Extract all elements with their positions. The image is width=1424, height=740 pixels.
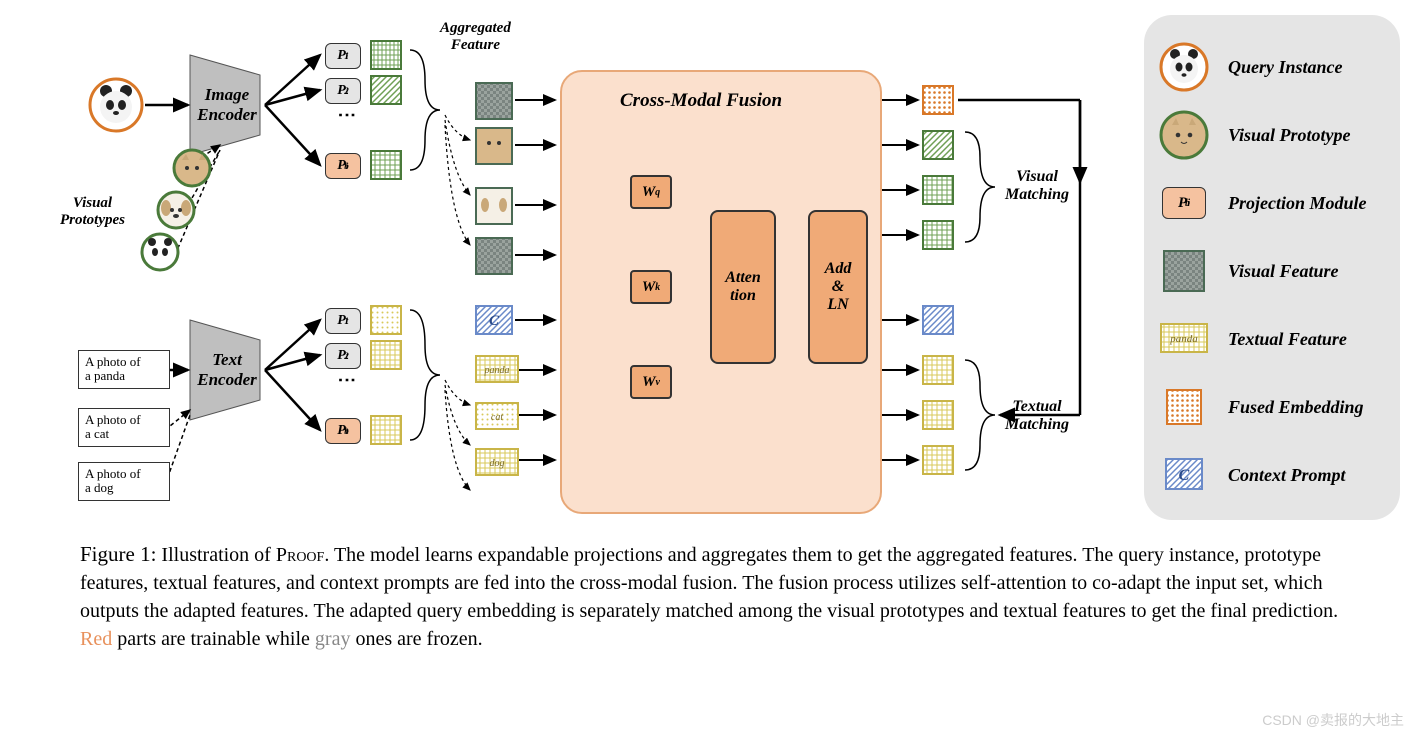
svg-text:C: C (1179, 467, 1190, 484)
agg-text-dog-icon: dog (475, 448, 519, 478)
out-fused-icon (922, 85, 956, 115)
figure-caption: Figure 1: Illustration of Proof. The mod… (80, 540, 1360, 653)
out-text-1-icon (922, 355, 956, 385)
out-text-3-icon (922, 445, 956, 475)
caption-fig: Figure 1: (80, 542, 156, 566)
agg-vis-3-icon (475, 187, 513, 225)
diagram: Image Encoder Text Encoder Visual Protot… (60, 10, 1400, 530)
svg-text:panda: panda (1169, 333, 1198, 345)
svg-text:dog: dog (490, 458, 505, 469)
legend-panel: Query Instance Visual Prototype Pib Proj… (1144, 15, 1400, 520)
svg-text:C: C (489, 313, 500, 329)
agg-vis-1-icon (475, 82, 513, 120)
text-encoder-label: Text Encoder (194, 350, 260, 390)
legend-vproto-label: Visual Prototype (1228, 125, 1351, 146)
legend-tfeat-label: Textual Feature (1228, 329, 1347, 350)
legend-fused: Fused Embedding (1158, 373, 1386, 441)
out-vis-2-icon (922, 175, 956, 205)
legend-context: C Context Prompt (1158, 441, 1386, 509)
text-prompt-1: A photo of a panda (78, 350, 170, 389)
proj-out-1-icon (370, 40, 404, 70)
proj-image-b: Pib (325, 153, 361, 179)
agg-text-cat-icon: cat (475, 402, 519, 432)
context-feature-icon: C (475, 305, 513, 337)
legend-query-label: Query Instance (1228, 57, 1343, 78)
query-instance-icon (88, 77, 144, 138)
legend-tfeat-icon: panda (1158, 313, 1210, 365)
legend-proj-icon: Pib (1158, 177, 1210, 229)
out-vis-1-icon (922, 130, 956, 160)
text-prompt-2: A photo of a cat (78, 408, 170, 447)
caption-model: Proof (276, 544, 324, 566)
fusion-title: Cross-Modal Fusion (620, 90, 782, 112)
proj-image-2: Pi2 (325, 78, 361, 104)
projt-out-b-icon (370, 415, 404, 445)
svg-text:cat: cat (491, 412, 503, 423)
attention-box: Atten tion (710, 210, 776, 364)
prototype-panda-icon (140, 232, 180, 277)
legend-vproto-icon (1158, 109, 1210, 161)
watermark: CSDN @卖报的大地主 (1262, 710, 1404, 730)
legend-fused-label: Fused Embedding (1228, 397, 1364, 418)
projt-out-1-icon (370, 305, 404, 335)
dots-icon: ⋮ (336, 106, 358, 122)
agg-vis-4-icon (475, 237, 513, 275)
agg-vis-2-icon (475, 127, 513, 165)
legend-context-label: Context Prompt (1228, 465, 1346, 486)
prototype-cat-icon (172, 148, 212, 193)
legend-tfeat: panda Textual Feature (1158, 305, 1386, 373)
legend-proj: Pib Projection Module (1158, 169, 1386, 237)
proj-text-b: Ptb (325, 418, 361, 444)
text-prompt-3: A photo of a dog (78, 462, 170, 501)
proj-out-2-icon (370, 75, 404, 105)
agg-text-panda-icon: panda (475, 355, 519, 385)
legend-vproto: Visual Prototype (1158, 101, 1386, 169)
legend-fused-icon (1158, 381, 1210, 433)
wk-box: Wk (630, 270, 672, 304)
svg-text:panda: panda (484, 365, 510, 376)
out-context-icon (922, 305, 956, 335)
legend-vfeat-label: Visual Feature (1228, 261, 1339, 282)
visual-matching-label: Visual Matching (1005, 168, 1069, 204)
caption-tail: ones are frozen. (350, 628, 482, 650)
aggregated-feature-label: Aggregated Feature (440, 20, 511, 54)
legend-vfeat: Visual Feature (1158, 237, 1386, 305)
legend-proj-label: Projection Module (1228, 193, 1367, 214)
prototype-dog-icon (156, 190, 196, 235)
caption-lead: Illustration of (156, 544, 275, 566)
proj-image-1: Pi1 (325, 43, 361, 69)
wv-box: Wv (630, 365, 672, 399)
visual-prototypes-label: Visual Prototypes (60, 195, 125, 229)
dots-icon: ⋮ (336, 371, 358, 387)
caption-red: Red (80, 628, 112, 650)
caption-mid: parts are trainable while (112, 628, 315, 650)
out-text-2-icon (922, 400, 956, 430)
proj-text-2: Pt2 (325, 343, 361, 369)
out-vis-3-icon (922, 220, 956, 250)
proj-text-1: Pt1 (325, 308, 361, 334)
projt-out-2-icon (370, 340, 404, 370)
add-ln-box: Add & LN (808, 210, 868, 364)
wq-box: Wq (630, 175, 672, 209)
textual-matching-label: Textual Matching (1005, 398, 1069, 434)
legend-query: Query Instance (1158, 33, 1386, 101)
proj-out-b-icon (370, 150, 404, 180)
image-encoder-label: Image Encoder (194, 85, 260, 125)
legend-context-icon: C (1158, 449, 1210, 501)
caption-gray: gray (315, 628, 351, 650)
legend-query-icon (1158, 41, 1210, 93)
legend-vfeat-icon (1158, 245, 1210, 297)
